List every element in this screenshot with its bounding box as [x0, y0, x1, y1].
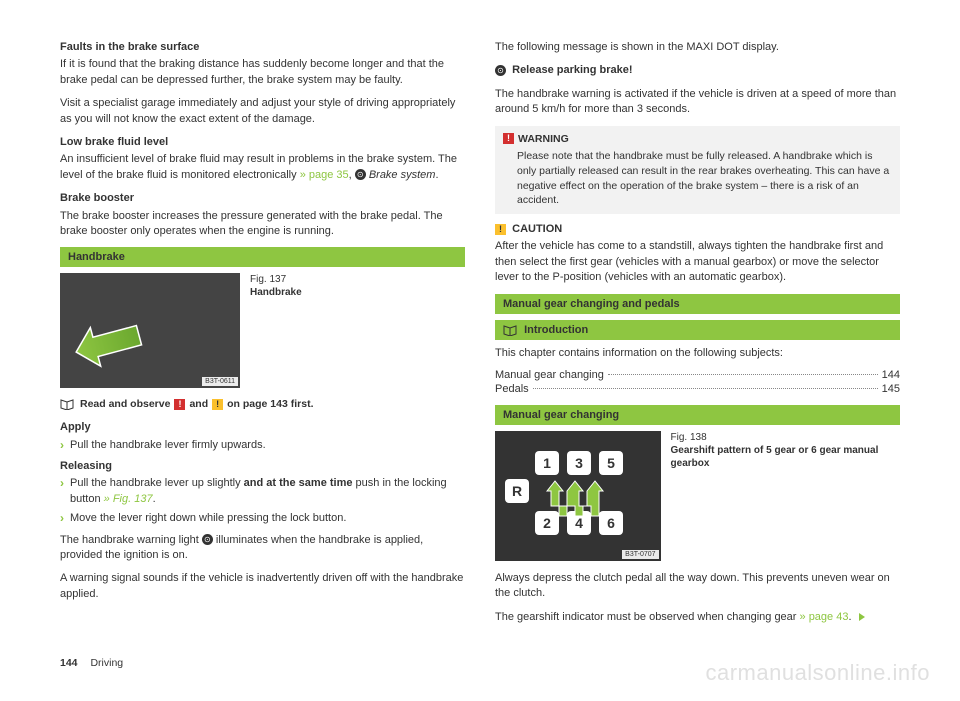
fig-137-caption: Fig. 137 Handbrake: [250, 273, 302, 299]
releasing-b2-text: Move the lever right down while pressing…: [70, 511, 346, 526]
bullet-mark: ›: [60, 511, 64, 526]
lowfluid-text-b: ,: [349, 169, 355, 181]
apply-bullet: › Pull the handbrake lever firmly upward…: [60, 438, 465, 453]
watermark: carmanualsonline.info: [705, 660, 930, 686]
book-icon: [60, 399, 72, 409]
gearshift-ref: » page 43: [800, 611, 849, 623]
releasing-title: Releasing: [60, 460, 112, 472]
page-section: Driving: [90, 657, 123, 669]
lowfluid-p: An insufficient level of brake fluid may…: [60, 152, 465, 183]
chapter-intro: This chapter contains information on the…: [495, 346, 900, 361]
gearshift-arrows-graphic: [537, 476, 637, 524]
intro-header: Introduction: [524, 324, 588, 336]
continue-icon: [859, 613, 865, 621]
releasing-b1-ref: » Fig. 137: [104, 493, 153, 505]
fig-138-image: R 1 3 5 2 4 6 B3T-0707: [495, 431, 661, 561]
gearshift-a: The gearshift indicator must be observed…: [495, 611, 800, 623]
gearshift-p: The gearshift indicator must be observed…: [495, 610, 900, 625]
fig-138-title: Gearshift pattern of 5 gear or 6 gear ma…: [671, 444, 900, 470]
read-observe-a: Read and observe: [80, 398, 170, 410]
releasing-b1-bold: and at the same time: [244, 477, 353, 489]
toc-dots: [608, 374, 878, 375]
caution-yellow-icon: !: [495, 224, 506, 235]
apply-bullet-text: Pull the handbrake lever firmly upwards.: [70, 438, 266, 453]
toc-1-label: Manual gear changing: [495, 369, 604, 381]
toc-2-page: 145: [882, 383, 900, 395]
faults-p2: Visit a specialist garage immediately an…: [60, 96, 465, 127]
intro-header-row: Introduction: [495, 320, 900, 340]
toc-2-label: Pedals: [495, 383, 529, 395]
book-icon: [503, 325, 515, 335]
bullet-mark: ›: [60, 438, 64, 453]
read-observe-b: and: [189, 398, 208, 410]
toc-dots: [533, 388, 878, 389]
brake-icon: ⊙: [355, 169, 366, 180]
toc-1-page: 144: [882, 369, 900, 381]
gearshift-b: .: [848, 611, 851, 623]
gear-1: 1: [535, 451, 559, 475]
booster-p: The brake booster increases the pressure…: [60, 209, 465, 240]
fig-137-block: B3T-0611 Fig. 137 Handbrake: [60, 273, 465, 388]
page-container: Faults in the brake surface If it is fou…: [0, 0, 960, 653]
read-observe-c: on page 143 first.: [227, 398, 313, 410]
fig-138-code: B3T-0707: [622, 550, 658, 559]
lowfluid-text-c: .: [435, 169, 438, 181]
faults-p1: If it is found that the braking distance…: [60, 57, 465, 88]
warning-red-icon: !: [174, 399, 185, 410]
maxi-dot-p: The following message is shown in the MA…: [495, 40, 900, 55]
warning-box: ! WARNING Please note that the handbrake…: [495, 126, 900, 214]
mgc2-header: Manual gear changing: [495, 405, 900, 425]
fig-137-image: B3T-0611: [60, 273, 240, 388]
warning-title-row: ! WARNING: [503, 132, 892, 147]
toc-line-1: Manual gear changing 144: [495, 369, 900, 381]
fig-138-block: R 1 3 5 2 4 6 B3T-0707: [495, 431, 900, 561]
gear-3: 3: [567, 451, 591, 475]
warnsignal-p: A warning signal sounds if the vehicle i…: [60, 571, 465, 602]
gear-r: R: [505, 479, 529, 503]
releasing-b1-a: Pull the handbrake lever up slightly: [70, 477, 244, 489]
warning-body: Please note that the handbrake must be f…: [503, 149, 892, 208]
clutch-p: Always depress the clutch pedal all the …: [495, 571, 900, 602]
warnlight-p: The handbrake warning light ⊙ illuminate…: [60, 533, 465, 564]
fig-137-num: Fig. 137: [250, 273, 302, 286]
caution-title: CAUTION: [512, 223, 562, 235]
release-parking-line: ⊙ Release parking brake!: [495, 63, 900, 78]
lowfluid-ref2: Brake system: [369, 169, 436, 181]
mgc-header: Manual gear changing and pedals: [495, 294, 900, 314]
warning-red-icon: !: [503, 133, 514, 144]
fig-137-title: Handbrake: [250, 286, 302, 299]
parking-icon: ⊙: [495, 65, 506, 76]
bullet-mark: ›: [60, 476, 64, 507]
caution-body: After the vehicle has come to a standsti…: [495, 239, 900, 285]
lowfluid-ref: » page 35: [300, 169, 349, 181]
fig-138-num: Fig. 138: [671, 431, 900, 444]
caution-title-row: ! CAUTION: [495, 222, 900, 237]
read-observe-line: Read and observe ! and ! on page 143 fir…: [60, 398, 465, 410]
faults-title: Faults in the brake surface: [60, 41, 199, 53]
booster-title: Brake booster: [60, 192, 134, 204]
caution-yellow-icon: !: [212, 399, 223, 410]
page-footer: 144 Driving: [60, 657, 123, 669]
release-parking-text: Release parking brake!: [512, 64, 632, 76]
toc-line-2: Pedals 145: [495, 383, 900, 395]
warning-title: WARNING: [518, 132, 569, 147]
gear-5: 5: [599, 451, 623, 475]
fig-138-caption: Fig. 138 Gearshift pattern of 5 gear or …: [671, 431, 900, 470]
apply-title: Apply: [60, 421, 91, 433]
handbrake-warn-icon: ⊙: [202, 534, 213, 545]
releasing-bullet-1: › Pull the handbrake lever up slightly a…: [60, 476, 465, 507]
releasing-b1-c: .: [153, 493, 156, 505]
right-column: The following message is shown in the MA…: [495, 40, 900, 633]
handbrake-arrow-graphic: [70, 318, 160, 371]
fig-137-code: B3T-0611: [202, 377, 238, 386]
hb-warning-p: The handbrake warning is activated if th…: [495, 87, 900, 118]
handbrake-header: Handbrake: [60, 247, 465, 267]
releasing-bullet-2: › Move the lever right down while pressi…: [60, 511, 465, 526]
page-number: 144: [60, 657, 78, 669]
left-column: Faults in the brake surface If it is fou…: [60, 40, 465, 633]
releasing-b1: Pull the handbrake lever up slightly and…: [70, 476, 465, 507]
warnlight-a: The handbrake warning light: [60, 534, 202, 546]
lowfluid-title: Low brake fluid level: [60, 136, 168, 148]
